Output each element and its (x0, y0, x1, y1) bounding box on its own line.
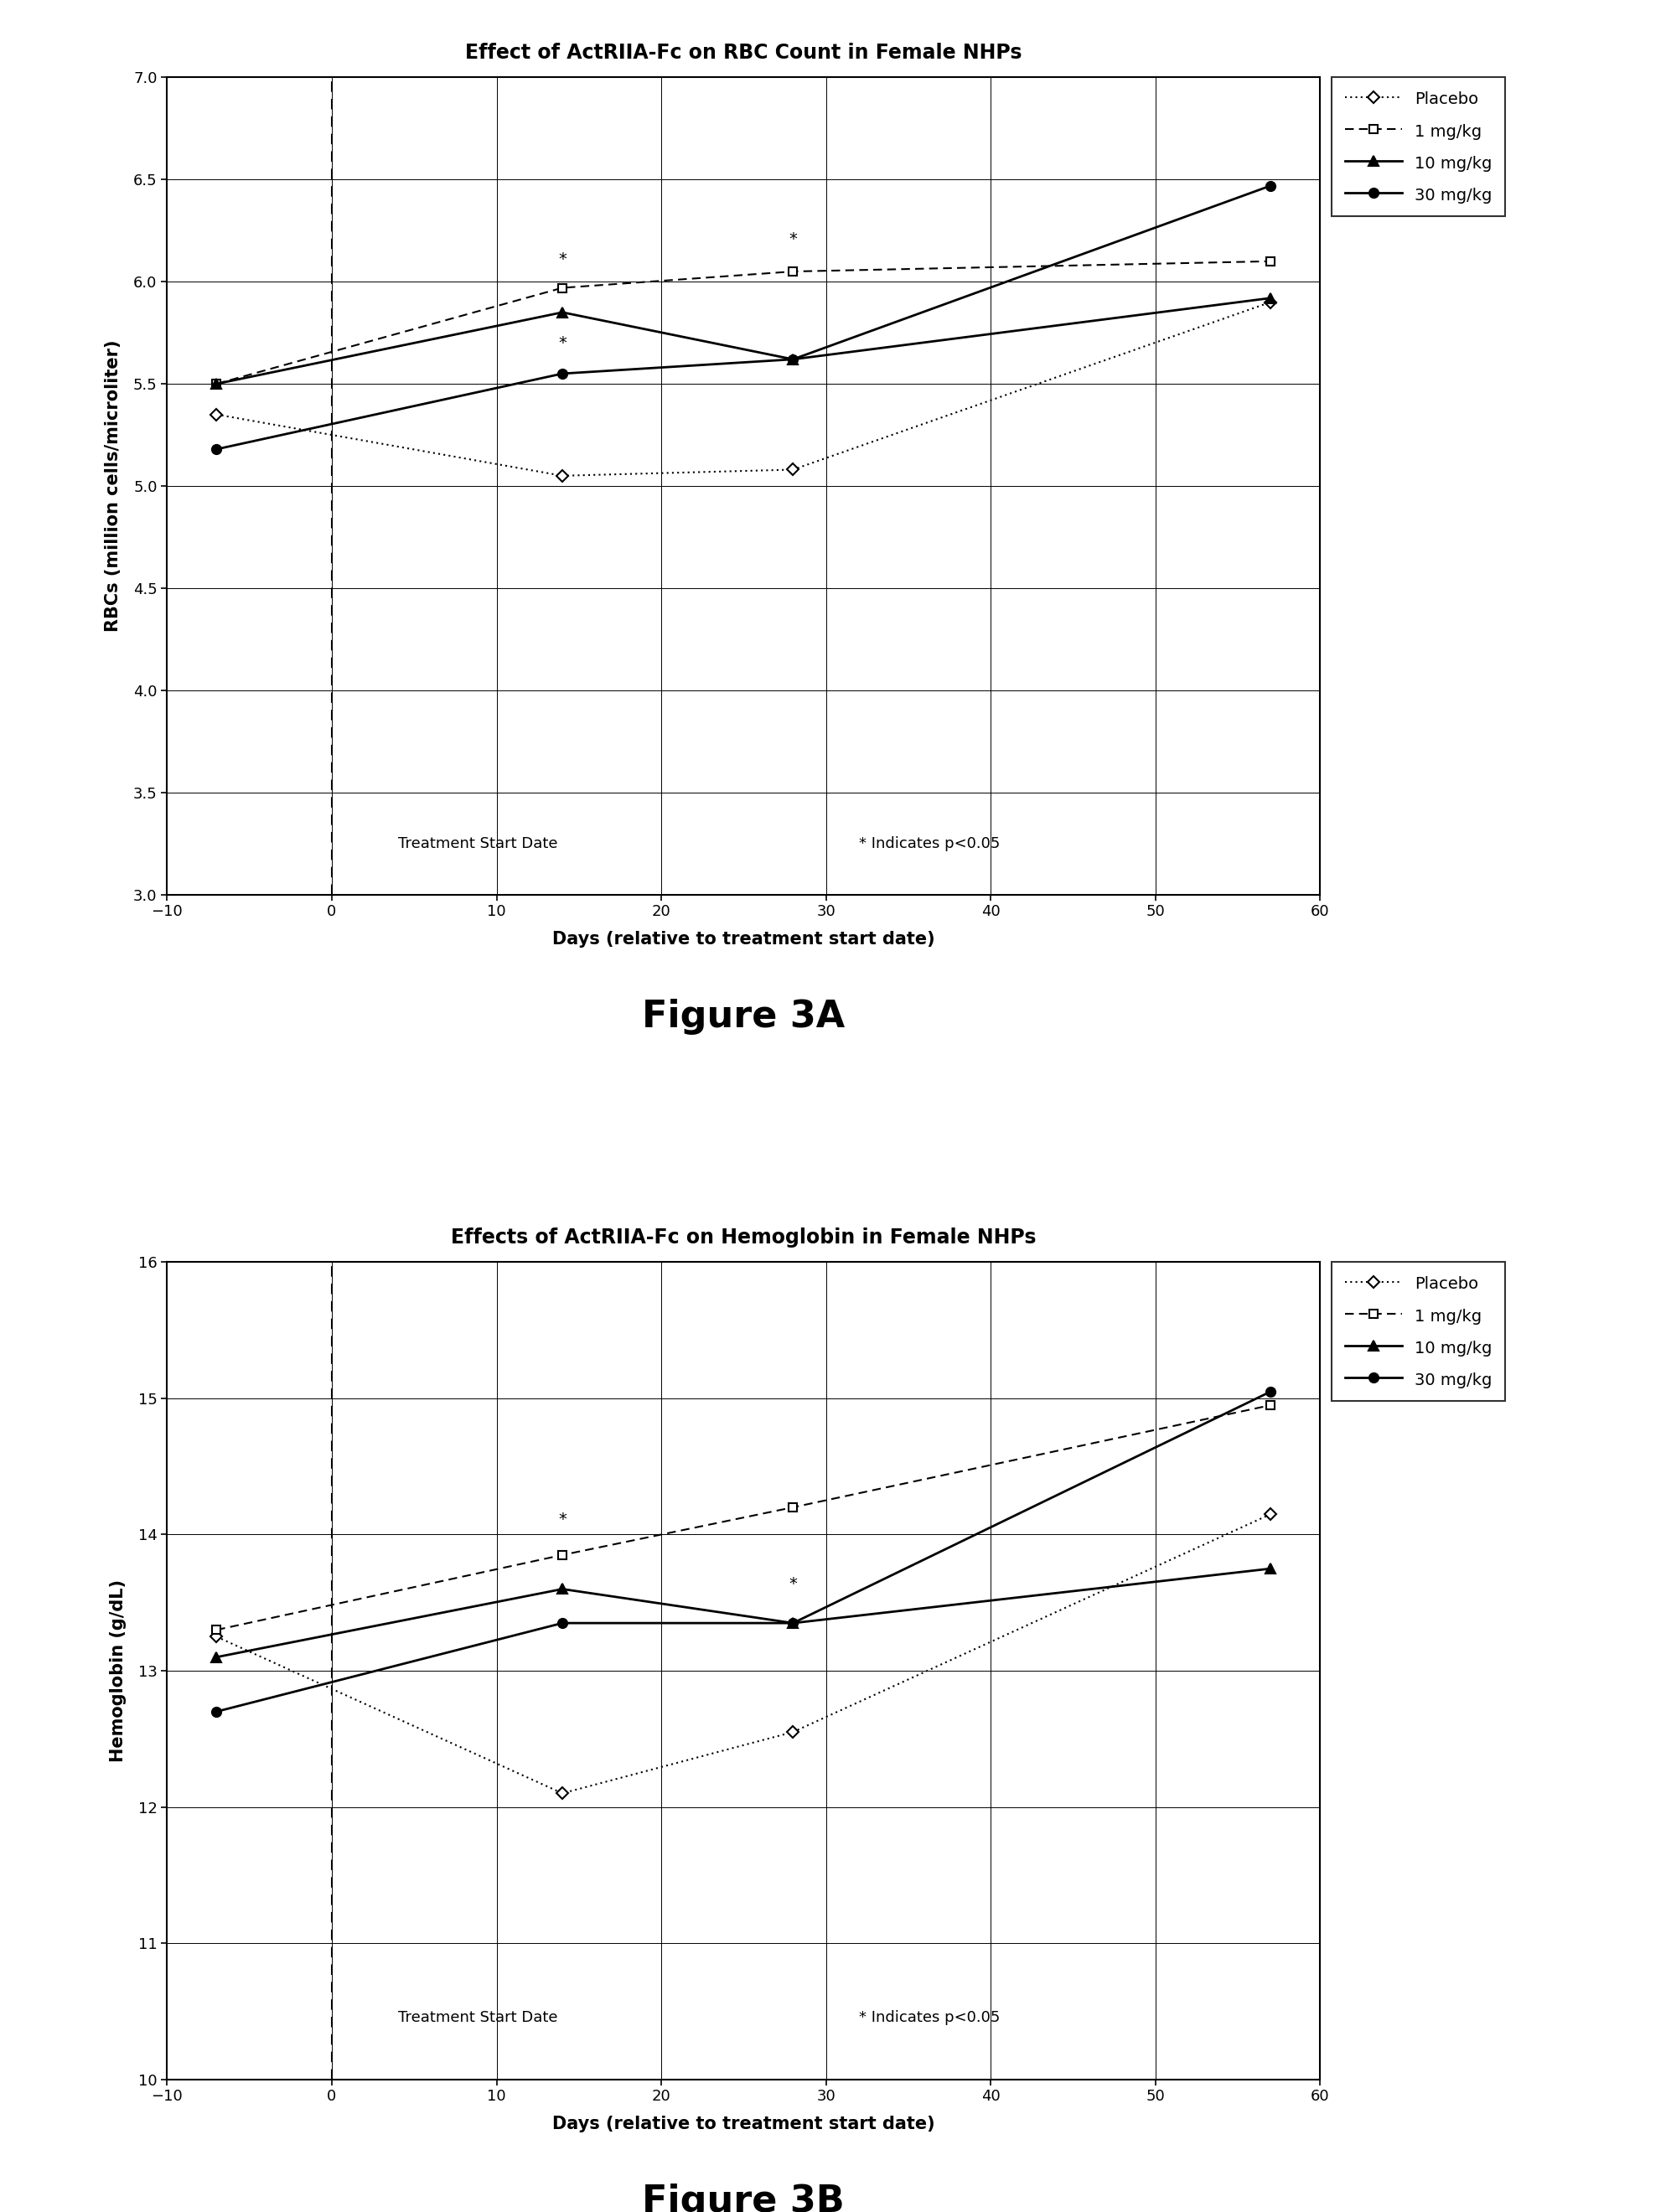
10 mg/kg (784, 1610, 804, 1637)
10 mg/kg (207, 1644, 227, 1670)
30 mg/kg (207, 1699, 227, 1725)
Line: 1 mg/kg: 1 mg/kg (212, 1400, 1275, 1635)
Placebo (1260, 1502, 1280, 1528)
Line: 30 mg/kg: 30 mg/kg (212, 181, 1275, 453)
10 mg/kg (553, 1575, 573, 1601)
Text: * Indicates p<0.05: * Indicates p<0.05 (859, 836, 999, 852)
1 mg/kg (784, 259, 804, 285)
Title: Effect of ActRIIA-Fc on RBC Count in Female NHPs: Effect of ActRIIA-Fc on RBC Count in Fem… (465, 42, 1023, 62)
Placebo (553, 1781, 573, 1807)
1 mg/kg (553, 1542, 573, 1568)
X-axis label: Days (relative to treatment start date): Days (relative to treatment start date) (553, 2117, 934, 2132)
10 mg/kg (784, 345, 804, 372)
30 mg/kg (784, 1610, 804, 1637)
30 mg/kg (1260, 173, 1280, 199)
Line: 10 mg/kg: 10 mg/kg (211, 1564, 1277, 1663)
Y-axis label: Hemoglobin (g/dL): Hemoglobin (g/dL) (110, 1579, 127, 1763)
Text: *: * (789, 230, 797, 248)
Text: *: * (789, 1575, 797, 1593)
1 mg/kg (207, 372, 227, 398)
Placebo (784, 456, 804, 482)
30 mg/kg (784, 345, 804, 372)
Line: 1 mg/kg: 1 mg/kg (212, 257, 1275, 387)
1 mg/kg (784, 1493, 804, 1520)
1 mg/kg (553, 274, 573, 301)
Text: * Indicates p<0.05: * Indicates p<0.05 (859, 2011, 999, 2026)
Text: Figure 3B: Figure 3B (642, 2183, 846, 2212)
1 mg/kg (1260, 1391, 1280, 1418)
Placebo (207, 1624, 227, 1650)
30 mg/kg (207, 436, 227, 462)
30 mg/kg (1260, 1378, 1280, 1405)
Placebo (553, 462, 573, 489)
30 mg/kg (553, 1610, 573, 1637)
Legend: Placebo, 1 mg/kg, 10 mg/kg, 30 mg/kg: Placebo, 1 mg/kg, 10 mg/kg, 30 mg/kg (1332, 1263, 1506, 1400)
Y-axis label: RBCs (million cells/microliter): RBCs (million cells/microliter) (105, 341, 122, 633)
Text: Figure 3A: Figure 3A (642, 1000, 846, 1035)
10 mg/kg (553, 299, 573, 325)
Placebo (1260, 290, 1280, 316)
1 mg/kg (207, 1617, 227, 1644)
Legend: Placebo, 1 mg/kg, 10 mg/kg, 30 mg/kg: Placebo, 1 mg/kg, 10 mg/kg, 30 mg/kg (1332, 77, 1506, 217)
Title: Effects of ActRIIA-Fc on Hemoglobin in Female NHPs: Effects of ActRIIA-Fc on Hemoglobin in F… (451, 1228, 1036, 1248)
Placebo (207, 400, 227, 427)
Text: *: * (558, 336, 566, 352)
1 mg/kg (1260, 248, 1280, 274)
10 mg/kg (1260, 1555, 1280, 1582)
Line: Placebo: Placebo (212, 299, 1275, 480)
X-axis label: Days (relative to treatment start date): Days (relative to treatment start date) (553, 931, 934, 949)
Text: Treatment Start Date: Treatment Start Date (398, 2011, 558, 2026)
Line: 10 mg/kg: 10 mg/kg (211, 292, 1277, 389)
10 mg/kg (1260, 285, 1280, 312)
Text: *: * (558, 1511, 566, 1528)
Text: *: * (558, 252, 566, 268)
30 mg/kg (553, 361, 573, 387)
Line: 30 mg/kg: 30 mg/kg (212, 1387, 1275, 1717)
Placebo (784, 1719, 804, 1745)
Text: Treatment Start Date: Treatment Start Date (398, 836, 558, 852)
10 mg/kg (207, 372, 227, 398)
Line: Placebo: Placebo (212, 1511, 1275, 1798)
